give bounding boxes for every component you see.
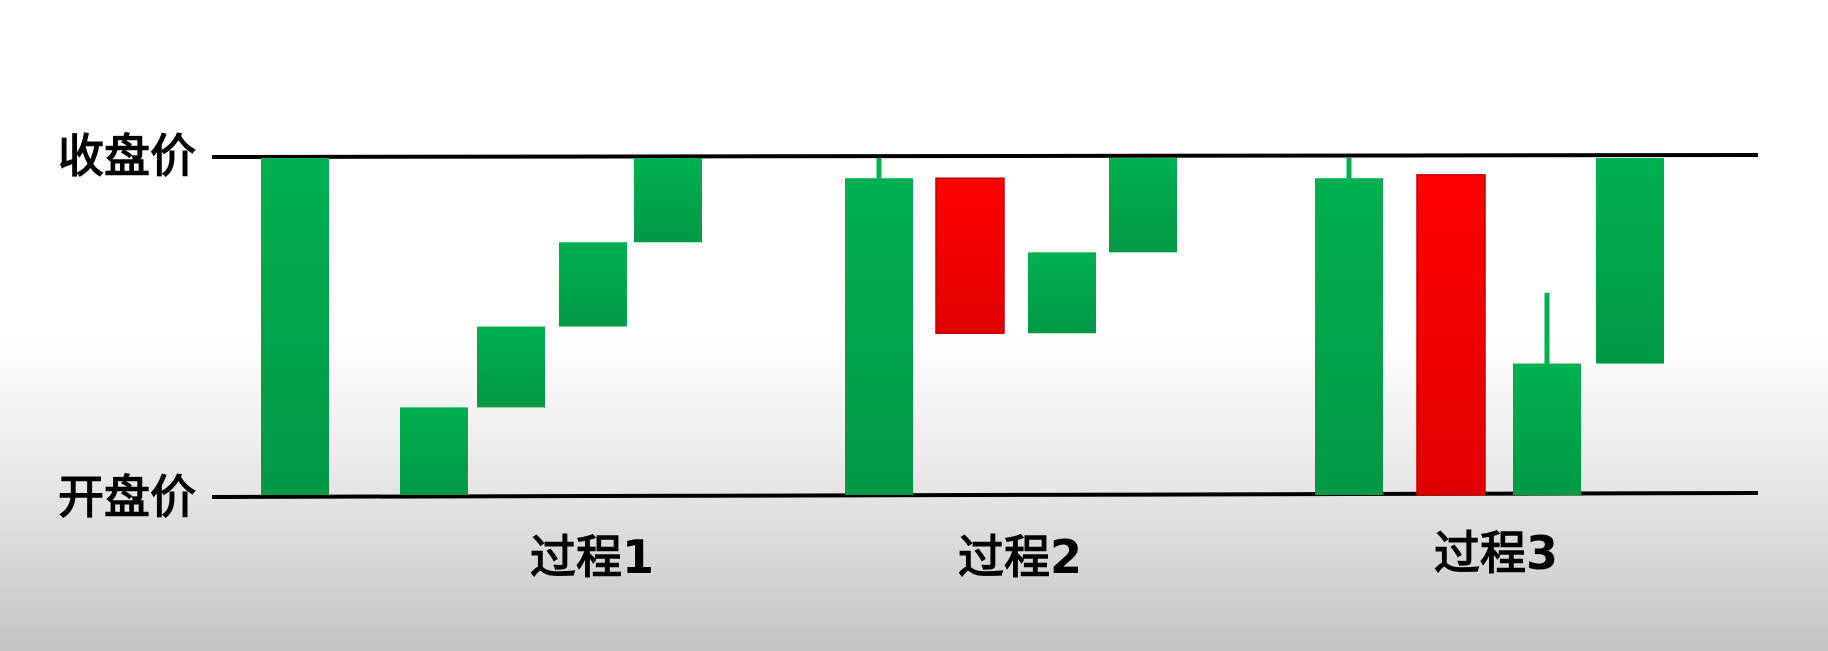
red-candle-body	[935, 177, 1005, 334]
green-candle-body	[1315, 178, 1383, 495]
open-price-line	[211, 491, 1759, 499]
green-candle-body	[1028, 252, 1096, 334]
green-candle-body	[1596, 158, 1664, 364]
red-candle-body	[1416, 174, 1486, 496]
open-price-label: 开盘价	[58, 470, 196, 524]
green-candle-body	[400, 407, 468, 495]
green-candle-body	[1513, 363, 1581, 495]
group-label-process-3: 过程3	[1433, 526, 1559, 580]
green-candle-body	[845, 178, 913, 495]
green-candle-body	[261, 158, 329, 495]
close-price-line	[211, 153, 1759, 159]
green-candle-body	[559, 242, 627, 327]
green-candle-body	[477, 326, 545, 408]
candles-layer	[261, 158, 1664, 496]
close-price-label: 收盘价	[58, 129, 196, 183]
green-candle-body	[634, 158, 702, 243]
green-candle-body	[1109, 158, 1177, 253]
group-label-process-1: 过程1	[529, 530, 655, 584]
group-label-process-2: 过程2	[957, 530, 1083, 584]
